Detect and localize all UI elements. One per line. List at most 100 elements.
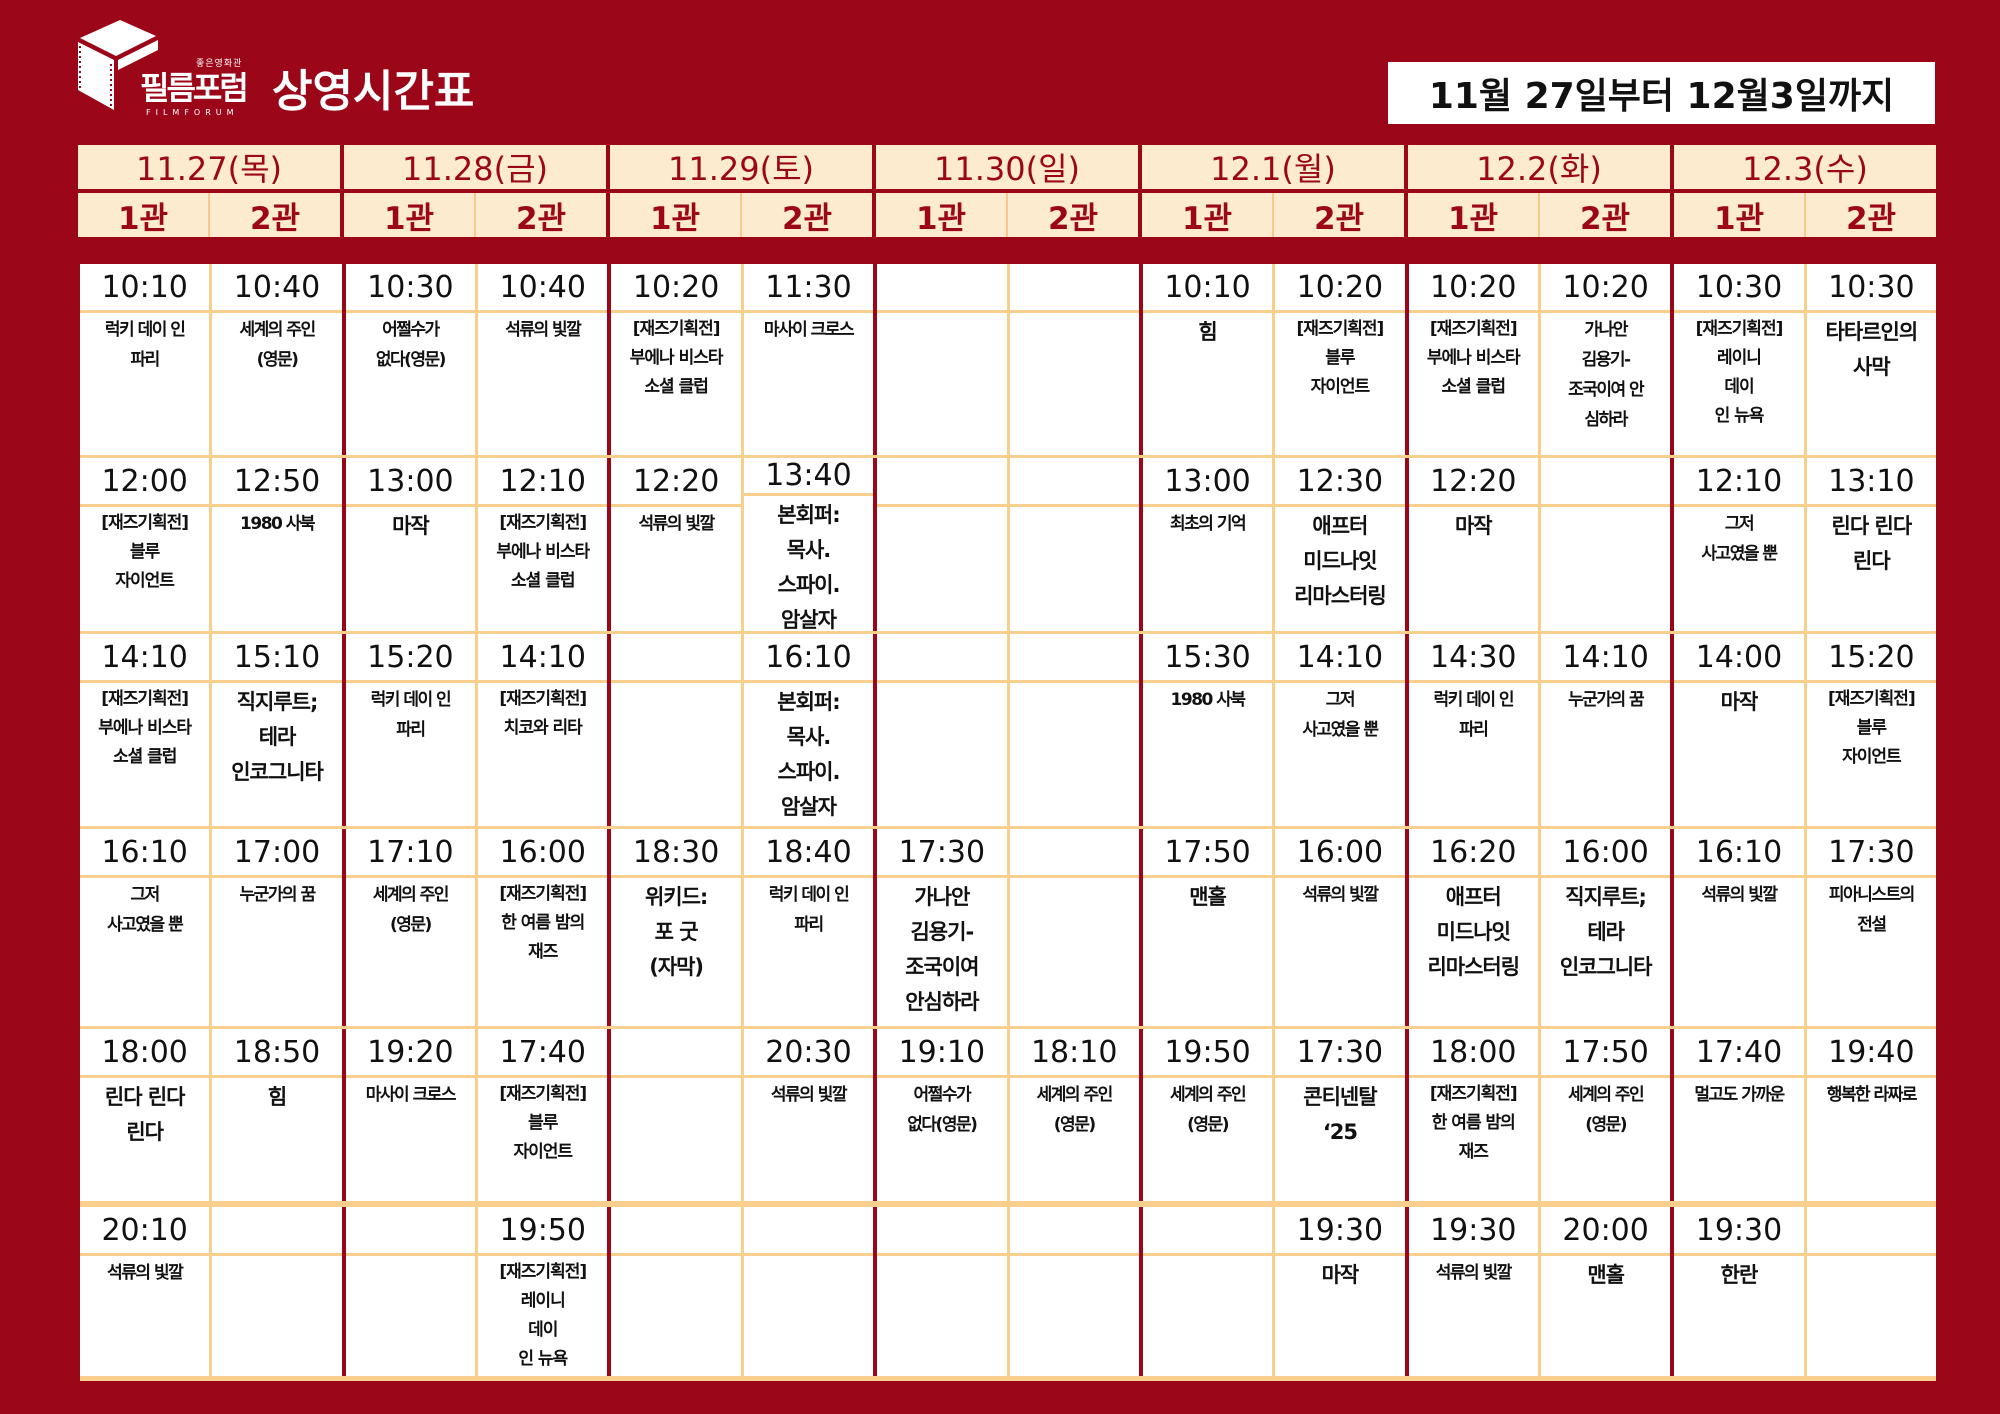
screening-time: 12:00 [80,458,210,507]
film-title: 위키드: 포 굿 (자막) [644,885,708,979]
brand-logo-text: 필름포럼 [140,69,249,107]
screening-time: 16:00 [1540,829,1671,878]
screening-cell: 10:40 세계의 주인 (영문) [209,264,342,455]
film-title: 그저 사고였을 뿐 [1302,690,1379,740]
screening-time: 19:10 [877,1029,1007,1078]
film-title: 세계의 주인 (영문) [1169,1085,1247,1135]
hall-header: 1관 [649,200,701,237]
film-title: [재즈기획전] 부에나 비스타 소셜 클럽 [98,689,192,767]
screening-cell [873,264,1007,455]
screening-time [1142,1207,1273,1256]
date-range-banner: 11월 27일부터 12월3일까지 [1388,62,1935,124]
film-title: 마작 [1454,514,1493,538]
film-title: 석류의 빛깔 [1435,1263,1513,1283]
screening-cell: 17:00 누군가의 꿈 [209,829,342,1026]
schedule-grid: 10:10 럭키 데이 인 파리 10:40 세계의 주인 (영문) 10:30 어쩔수가… [80,264,1937,1381]
schedule-row: 14:10 [재즈기획전] 부에나 비스타 소셜 클럽 15:10 직지루트; 테라 … [80,631,1937,826]
screening-cell [1006,634,1139,826]
film-title: [재즈기획전] 블루 자이언트 [1296,319,1385,397]
screening-cell: 12:30 애프터 미드나잇 리마스터링 [1272,458,1405,631]
schedule-row: 20:10 석류의 빛깔 19:50 [재즈기획전] 레이니 데이 인 뉴욕 19:30… [80,1201,1937,1376]
screening-time: 20:30 [743,1029,874,1078]
screening-time: 12:30 [1275,458,1405,507]
hall-header: 2관 [474,193,606,237]
screening-cell: 18:50 힘 [209,1029,342,1201]
screening-time: 10:40 [478,264,608,313]
film-title: [재즈기획전] 부에나 비스타 소셜 클럽 [629,319,724,397]
schedule-row: 18:00 린다 린다 린다 18:50 힘 19:20 마사이 크로스 17:40 [재즈기… [80,1026,1937,1201]
film-title: 석류의 빛깔 [638,514,716,534]
screening-cell: 18:30 위키드: 포 굿 (자막) [607,829,741,1026]
screening-time [611,1029,741,1078]
screening-time: 11:30 [743,264,874,313]
screening-cell: 16:00 직지루트; 테라 인코그니타 [1537,829,1671,1026]
film-title [346,1256,475,1258]
film-title: 누군가의 꿈 [1568,690,1645,710]
screening-cell: 14:00 마작 [1670,634,1804,826]
screening-time [1806,1207,1937,1256]
film-title: 힘 [1198,320,1217,344]
film-title: 마작 [1720,690,1759,714]
hall-group: 1관 2관 [1408,193,1670,237]
screening-time: 17:30 [1275,1029,1405,1078]
screening-time: 14:10 [1540,634,1671,683]
hall-header: 2관 [1272,193,1404,237]
screening-time: 19:50 [1142,1029,1273,1078]
film-title: [재즈기획전] 한 여름 밤의 재즈 [499,884,587,962]
film-title: 피아니스트의 전설 [1828,885,1915,935]
screening-cell [1537,458,1671,631]
hall-group: 1관 2관 [344,193,606,237]
screening-cell: 10:40 석류의 빛깔 [475,264,608,455]
hall-header: 2관 [1538,193,1670,237]
screening-cell: 12:20 석류의 빛깔 [607,458,741,631]
screening-cell: 19:10 어쩔수가 없다(영문) [873,1029,1007,1201]
screening-cell [607,1207,741,1376]
film-title: 린다 린다 린다 [1831,514,1913,573]
screening-cell: 15:20 [재즈기획전] 블루 자이언트 [1803,634,1937,826]
screening-time: 16:10 [743,634,874,683]
film-title: 콘티넨탈 ‘25 [1303,1085,1377,1144]
film-title: 석류의 빛깔 [1701,885,1778,905]
screening-cell: 20:00 맨홀 [1537,1207,1671,1376]
screening-time: 18:00 [1408,1029,1538,1078]
film-title: [재즈기획전] 블루 자이언트 [101,513,189,591]
screening-time: 16:10 [1674,829,1804,878]
screening-cell: 14:10 누군가의 꿈 [1537,634,1671,826]
film-title [611,1256,740,1258]
film-title: 본회퍼: 목사. 스파이. 암살자 [777,690,840,819]
screening-cell: 13:40 본회퍼: 목사. 스파이. 암살자 [740,458,874,632]
screening-cell: 13:00 마작 [341,458,476,631]
screening-time [1009,458,1139,507]
film-title: [재즈기획전] 부에나 비스타 소셜 클럽 [496,513,590,591]
film-title [1143,1256,1272,1258]
film-title: 맨홀 [1587,1263,1625,1287]
film-title: 어쩔수가 없다(영문) [907,1085,978,1135]
screening-time: 19:30 [1275,1207,1405,1256]
film-title: [재즈기획전] 레이니 데이 인 뉴욕 [499,1262,587,1369]
screening-time: 15:30 [1142,634,1273,683]
schedule-row: 12:00 [재즈기획전] 블루 자이언트 12:50 1980 사북 13:00 마작 1… [80,455,1937,632]
schedule-header: 11.27(목) 11.28(금) 11.29(토) 11.30(일) 12.1(월) 1… [78,145,1936,237]
screening-cell [873,1207,1007,1376]
hall-header: 2관 [1006,193,1138,237]
hall-header: 1관 [1713,200,1765,237]
screening-time: 19:50 [478,1207,608,1256]
screening-cell [1006,829,1139,1026]
film-title: 직지루트; 테라 인코그니타 [1559,885,1653,979]
film-title: 누군가의 꿈 [239,885,316,905]
screening-cell: 18:00 린다 린다 린다 [80,1029,210,1201]
film-title: 세계의 주인 (영문) [1036,1085,1114,1135]
film-title: 가나안 김용기- 조국이여 안심하라 [905,885,979,1014]
day-header: 11.28(금) [344,145,606,189]
screening-time: 18:50 [212,1029,342,1078]
film-title: [재즈기획전] 한 여름 밤의 재즈 [1429,1084,1518,1162]
screening-time: 12:50 [212,458,342,507]
day-header: 12.3(수) [1674,145,1936,189]
hall-header: 1관 [117,200,169,237]
screening-time: 10:10 [80,264,210,313]
screening-cell: 15:30 1980 사북 [1138,634,1273,826]
screening-cell: 20:10 석류의 빛깔 [80,1207,210,1376]
film-title: 애프터 미드나잇 리마스터링 [1294,514,1387,608]
screening-cell: 19:30 석류의 빛깔 [1404,1207,1538,1376]
hall-header: 1관 [1181,200,1233,237]
